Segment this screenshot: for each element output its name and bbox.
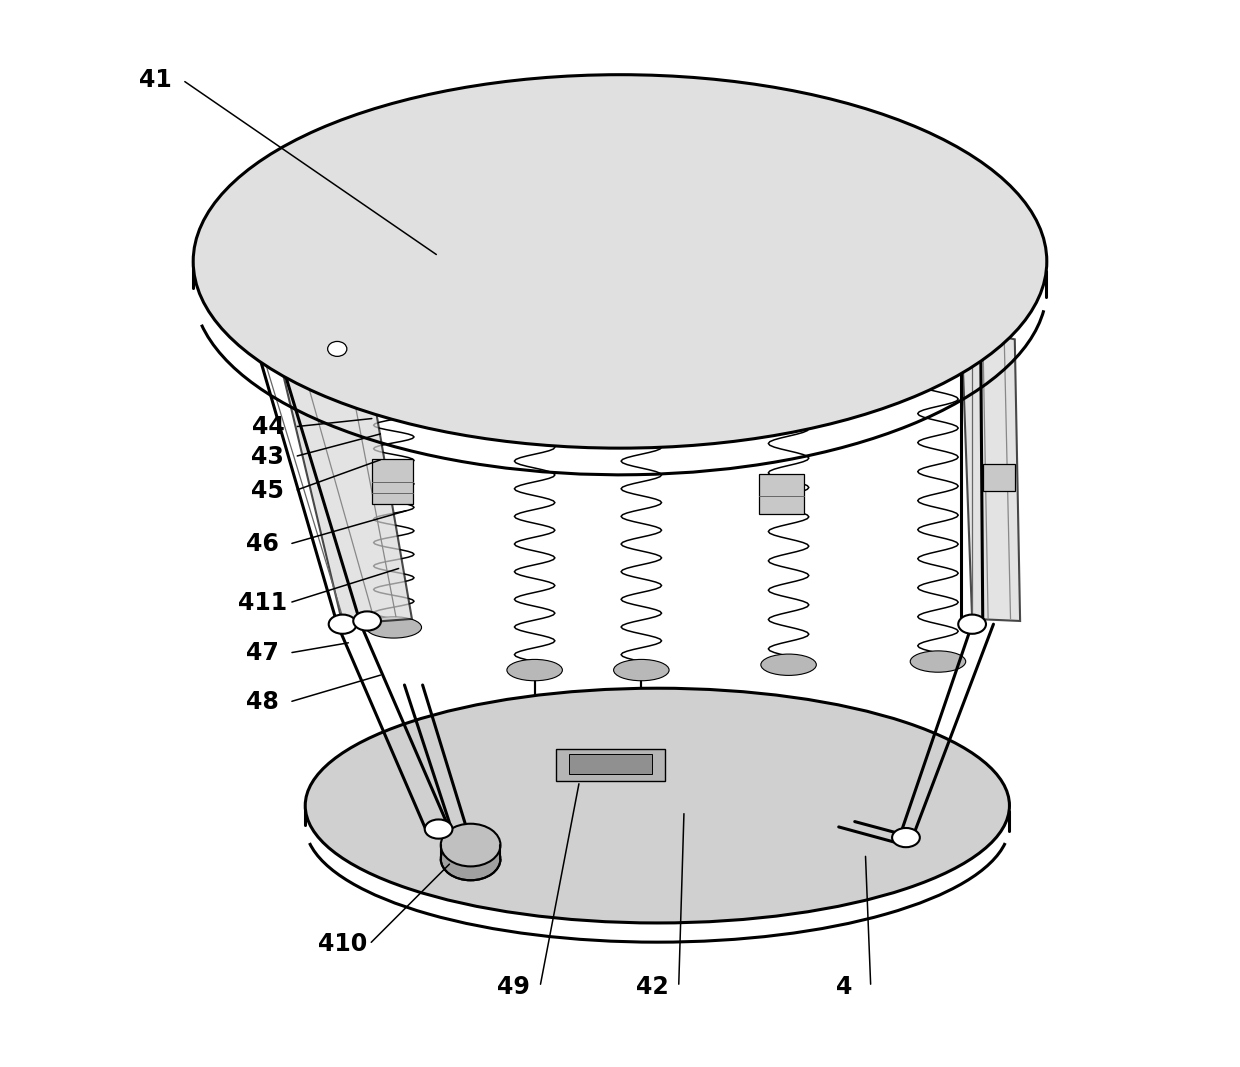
Text: 43: 43 (252, 445, 284, 468)
Text: 44: 44 (252, 415, 284, 439)
FancyBboxPatch shape (569, 754, 652, 774)
FancyBboxPatch shape (372, 459, 413, 504)
Ellipse shape (507, 339, 563, 361)
Ellipse shape (910, 344, 966, 365)
Ellipse shape (614, 659, 670, 681)
Ellipse shape (959, 615, 986, 634)
Text: 411: 411 (238, 591, 288, 615)
Ellipse shape (425, 819, 453, 839)
Ellipse shape (761, 654, 816, 675)
Ellipse shape (193, 75, 1047, 448)
Text: 49: 49 (497, 975, 529, 999)
Text: 46: 46 (246, 532, 279, 556)
Text: 47: 47 (246, 641, 279, 665)
Text: 4: 4 (836, 975, 852, 999)
Ellipse shape (366, 341, 422, 363)
Ellipse shape (366, 617, 422, 638)
Ellipse shape (614, 339, 670, 361)
Text: 48: 48 (246, 690, 279, 714)
Ellipse shape (440, 824, 501, 866)
Text: 42: 42 (636, 975, 668, 999)
FancyBboxPatch shape (759, 474, 804, 514)
Ellipse shape (631, 341, 652, 359)
Ellipse shape (910, 651, 966, 672)
Ellipse shape (353, 611, 381, 631)
Text: 410: 410 (317, 933, 367, 956)
Ellipse shape (327, 341, 347, 356)
Ellipse shape (761, 344, 816, 365)
Ellipse shape (329, 615, 356, 634)
FancyBboxPatch shape (983, 464, 1014, 491)
FancyBboxPatch shape (556, 749, 665, 781)
Ellipse shape (525, 341, 546, 359)
Text: 45: 45 (252, 479, 284, 503)
Ellipse shape (892, 828, 920, 847)
Ellipse shape (507, 659, 563, 681)
Polygon shape (961, 329, 1021, 621)
Ellipse shape (305, 688, 1009, 923)
Polygon shape (273, 333, 412, 624)
Ellipse shape (440, 838, 501, 880)
Text: 41: 41 (139, 68, 172, 92)
